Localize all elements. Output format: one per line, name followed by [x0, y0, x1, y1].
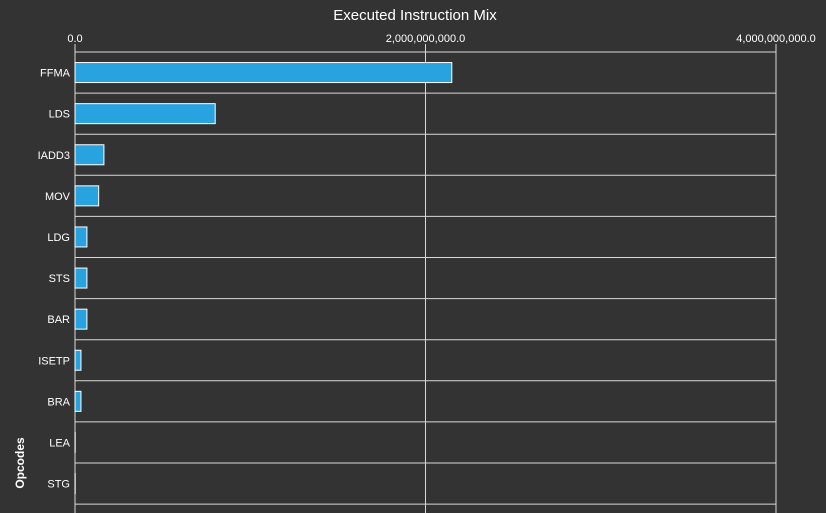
y-axis-label: Opcodes [13, 437, 27, 489]
category-label: ISETP [38, 355, 70, 367]
bar-sts [74, 267, 88, 289]
x-axis-ticks: 0.0 2,000,000,000.0 4,000,000,000.0 [67, 33, 815, 45]
bar-mov [74, 185, 100, 207]
category-label: FFMA [40, 68, 71, 80]
bar-bar [74, 308, 88, 330]
grid-lines [74, 44, 777, 513]
category-label: STS [49, 273, 70, 285]
bar-lds [74, 103, 216, 125]
category-label: BAR [47, 314, 70, 326]
category-label: STG [47, 479, 70, 491]
category-label: BRA [47, 396, 70, 408]
chart-title: Executed Instruction Mix [333, 7, 497, 24]
category-label: MOV [45, 191, 71, 203]
bar-iadd3 [74, 144, 105, 166]
x-tick-label: 2,000,000,000.0 [386, 33, 466, 45]
x-tick-label: 0.0 [67, 33, 82, 45]
category-label: LDS [49, 109, 70, 121]
bar-bra [74, 390, 82, 412]
bar-isetp [74, 349, 82, 371]
bar-ffma [74, 62, 453, 84]
x-tick-label: 4,000,000,000.0 [736, 33, 816, 45]
bars [74, 62, 453, 495]
category-labels: FFMA LDS IADD3 MOV LDG STS BAR ISETP BRA LEA STG [38, 68, 71, 491]
category-label: LEA [49, 437, 70, 449]
category-label: LDG [47, 232, 70, 244]
bar-ldg [74, 226, 88, 248]
category-label: IADD3 [38, 150, 70, 162]
